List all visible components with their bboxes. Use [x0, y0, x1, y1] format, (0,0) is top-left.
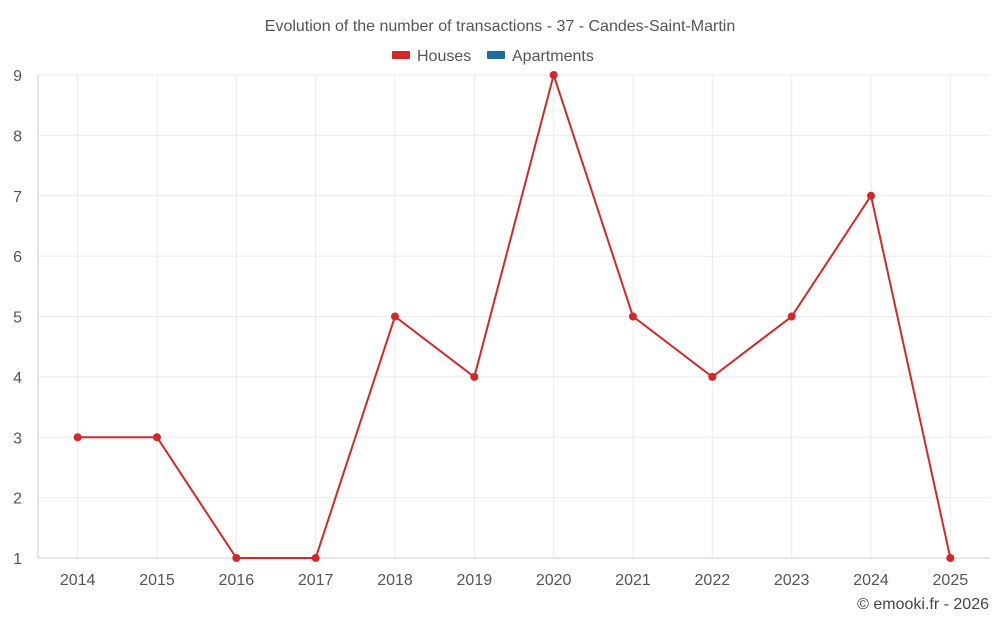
x-tick-label-2017: 2017	[298, 572, 334, 589]
legend: Houses Apartments	[392, 48, 594, 65]
y-tick-label-5: 5	[13, 310, 22, 327]
x-tick-label-2025: 2025	[933, 572, 969, 589]
x-tick-label-2022: 2022	[695, 572, 731, 589]
series-houses	[73, 71, 955, 562]
chart-title: Evolution of the number of transactions …	[265, 18, 735, 35]
data-point-houses-2022	[708, 372, 717, 381]
y-tick-label-4: 4	[13, 370, 22, 387]
x-tick-label-2023: 2023	[774, 572, 810, 589]
data-point-houses-2023	[787, 312, 796, 321]
y-tick-label-9: 9	[13, 68, 22, 85]
y-tick-label-6: 6	[13, 249, 22, 266]
data-point-houses-2014	[73, 433, 82, 442]
data-point-houses-2019	[470, 372, 479, 381]
legend-label-houses[interactable]: Houses	[417, 48, 471, 65]
y-tick-label-1: 1	[13, 551, 22, 568]
data-point-houses-2016	[232, 554, 241, 562]
x-tick-label-2018: 2018	[377, 572, 413, 589]
x-tick-label-2014: 2014	[60, 572, 96, 589]
data-point-houses-2021	[629, 312, 637, 321]
y-tick-label-8: 8	[13, 128, 22, 145]
data-point-houses-2018	[391, 312, 399, 321]
grid	[38, 74, 990, 558]
y-tick-label-2: 2	[13, 491, 22, 508]
data-point-houses-2017	[311, 554, 320, 562]
data-point-houses-2024	[867, 191, 875, 200]
x-tick-label-2016: 2016	[219, 572, 255, 589]
axes: 1 2 3 4 5 6 7 8 9 2014 2015 2016 2017 2018 2019 2020 202…	[13, 68, 990, 589]
x-tick-label-2024: 2024	[853, 572, 889, 589]
data-point-houses-2015	[153, 433, 161, 442]
y-tick-label-7: 7	[13, 189, 22, 206]
legend-swatch-apartments[interactable]	[487, 51, 505, 59]
credit-text: © emooki.fr - 2026	[857, 596, 989, 613]
x-tick-label-2020: 2020	[536, 572, 572, 589]
x-tick-label-2021: 2021	[615, 572, 651, 589]
y-tick-label-3: 3	[13, 430, 22, 447]
series-line-houses	[77, 71, 952, 559]
legend-label-apartments[interactable]: Apartments	[512, 48, 594, 65]
legend-swatch-houses[interactable]	[392, 51, 410, 59]
data-point-houses-2020	[549, 71, 558, 79]
x-tick-label-2019: 2019	[457, 572, 493, 589]
x-tick-label-2015: 2015	[139, 572, 175, 589]
data-point-houses-2025	[946, 554, 955, 562]
